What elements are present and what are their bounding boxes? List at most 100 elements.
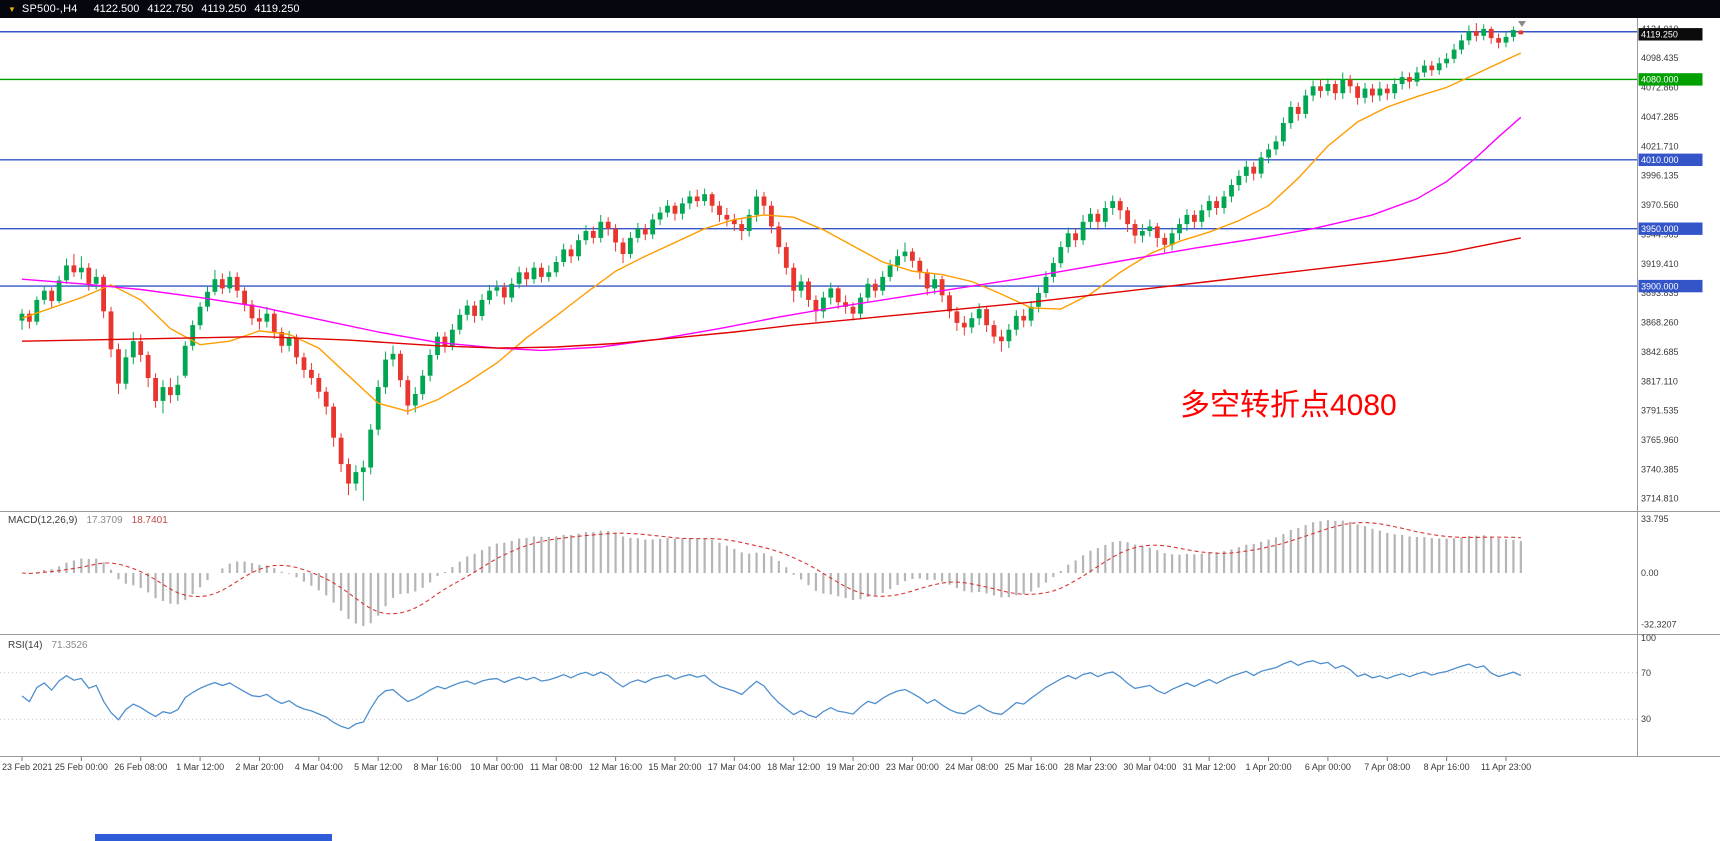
- rsi-panel[interactable]: [0, 635, 1637, 756]
- price-line-badge-label: 4010.000: [1641, 155, 1679, 165]
- candle: [1511, 30, 1516, 37]
- price-axis-label: 3740.385: [1641, 464, 1679, 474]
- price-axis-label: 4021.710: [1641, 141, 1679, 151]
- candle: [1125, 210, 1130, 225]
- candle: [717, 205, 722, 215]
- candle: [309, 369, 314, 378]
- candle: [1028, 306, 1034, 321]
- candle: [702, 194, 707, 202]
- candle: [1392, 84, 1398, 94]
- candle: [301, 357, 307, 370]
- candle: [472, 305, 477, 316]
- candle: [398, 353, 403, 381]
- candle: [234, 276, 240, 291]
- candle: [583, 231, 589, 241]
- ohlc-close: 4119.250: [254, 3, 300, 15]
- candle: [821, 297, 826, 312]
- price-axis-label: 4047.285: [1641, 112, 1679, 122]
- candle: [694, 196, 700, 202]
- candle: [442, 336, 448, 346]
- candle: [1281, 123, 1286, 142]
- candle: [1058, 247, 1064, 264]
- candle: [1229, 185, 1234, 197]
- candle: [976, 309, 982, 319]
- candle: [672, 205, 678, 214]
- candle: [687, 196, 693, 204]
- candle: [850, 306, 856, 314]
- candle: [286, 337, 292, 346]
- time-axis-label: 12 Mar 16:00: [589, 762, 642, 772]
- candle: [219, 279, 225, 289]
- candle: [917, 260, 923, 273]
- candle: [932, 279, 938, 289]
- time-axis-label: 2 Mar 20:00: [235, 762, 283, 772]
- candle: [1377, 88, 1383, 96]
- main-plot-area[interactable]: [0, 18, 1637, 511]
- candle: [175, 384, 181, 396]
- price-line-badge: [1638, 222, 1703, 235]
- candle: [1318, 86, 1323, 91]
- candle: [1192, 214, 1197, 222]
- macd-indicator-label: MACD(12,26,9) 17.3709 18.7401: [8, 515, 168, 526]
- candle: [1021, 315, 1027, 321]
- candle: [1370, 88, 1375, 96]
- candle: [130, 341, 136, 358]
- candle: [264, 313, 270, 322]
- candle: [1347, 79, 1353, 87]
- time-axis-label: 25 Feb 00:00: [55, 762, 108, 772]
- candle: [93, 276, 99, 284]
- candle: [34, 299, 40, 322]
- candle: [1340, 79, 1346, 94]
- price-axis-label: 3791.535: [1641, 406, 1679, 416]
- candle: [613, 228, 618, 243]
- candle: [620, 242, 626, 254]
- candle: [843, 302, 848, 307]
- candle: [138, 341, 144, 355]
- chart-annotation: 多空转折点4080: [1180, 389, 1397, 422]
- price-axis-label: 3970.560: [1641, 200, 1679, 210]
- candle: [1236, 175, 1242, 186]
- time-axis-label: 30 Mar 04:00: [1123, 762, 1176, 772]
- candle: [1266, 149, 1271, 158]
- price-line-badge: [1638, 153, 1703, 166]
- candle: [754, 196, 759, 215]
- candle: [895, 256, 900, 266]
- rsi-axis-label: 30: [1641, 714, 1651, 724]
- candle: [1214, 201, 1219, 208]
- candle: [1444, 58, 1449, 64]
- time-axis-label: 23 Mar 00:00: [886, 762, 939, 772]
- candle: [872, 283, 878, 291]
- price-line-badge-label: 4119.250: [1641, 30, 1678, 40]
- time-axis-label: 18 Mar 12:00: [767, 762, 820, 772]
- time-axis[interactable]: [0, 757, 1720, 779]
- candle: [1481, 28, 1487, 36]
- candle: [427, 355, 433, 376]
- candle: [1117, 201, 1123, 211]
- time-axis-label: 28 Mar 23:00: [1064, 762, 1117, 772]
- candle: [1273, 141, 1279, 150]
- price-line-badge-label: 3950.000: [1641, 224, 1679, 234]
- macd-signal-line: [21, 521, 1521, 615]
- candle: [628, 237, 633, 254]
- time-axis-label: 23 Feb 2021: [2, 762, 53, 772]
- ohlc-open: 4122.500: [93, 3, 140, 15]
- time-axis-label: 10 Mar 00:00: [470, 762, 523, 772]
- price-axis-label: 3868.260: [1641, 318, 1679, 328]
- candle: [590, 231, 596, 238]
- candle: [650, 219, 656, 235]
- chart-titlebar[interactable]: ▼ SP500-,H4 4122.500 4122.750 4119.250 4…: [0, 0, 1720, 18]
- time-axis-label: 11 Apr 23:00: [1481, 762, 1531, 772]
- candle: [257, 318, 262, 322]
- candle: [553, 262, 559, 273]
- chart-shift-marker: [1518, 21, 1526, 27]
- price-axis[interactable]: [1637, 18, 1720, 757]
- candle: [947, 295, 952, 312]
- candle: [665, 205, 670, 213]
- candle: [182, 345, 188, 376]
- macd-value-signal: 18.7401: [131, 515, 168, 526]
- candle: [1073, 233, 1078, 241]
- candle: [1295, 107, 1301, 114]
- candle: [1132, 224, 1138, 236]
- macd-axis-label: -32.3207: [1641, 620, 1677, 630]
- time-axis-label: 25 Mar 16:00: [1005, 762, 1058, 772]
